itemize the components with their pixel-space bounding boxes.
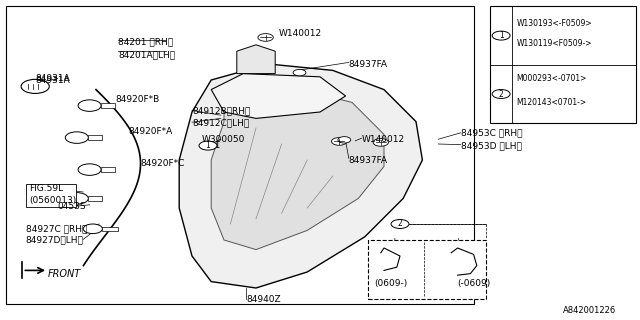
Bar [88, 196, 102, 201]
Text: 84953D 〈LH〉: 84953D 〈LH〉 [461, 141, 522, 150]
Text: 1: 1 [214, 141, 219, 150]
Text: W130193<-F0509>: W130193<-F0509> [516, 20, 592, 28]
Polygon shape [179, 64, 422, 288]
Text: 1: 1 [205, 141, 211, 150]
Text: 84201A〈LH〉: 84201A〈LH〉 [118, 50, 175, 59]
Text: A842001226: A842001226 [563, 306, 616, 315]
Circle shape [199, 141, 217, 150]
Circle shape [373, 139, 388, 146]
Polygon shape [211, 86, 384, 250]
Circle shape [65, 193, 88, 204]
Circle shape [21, 79, 49, 93]
Text: 2: 2 [499, 90, 504, 99]
Circle shape [78, 100, 101, 111]
Text: 84920F*C: 84920F*C [141, 159, 185, 168]
Bar [490, 6, 636, 123]
Circle shape [78, 164, 101, 175]
Text: 84927C 〈RH〉: 84927C 〈RH〉 [26, 224, 87, 233]
Text: 84201 〈RH〉: 84201 〈RH〉 [118, 37, 173, 46]
Bar [6, 6, 474, 304]
Circle shape [258, 34, 273, 41]
Text: M000293<-0701>: M000293<-0701> [516, 74, 587, 83]
Bar [368, 240, 486, 299]
Text: 84937FA: 84937FA [349, 60, 388, 68]
Text: (0560013): (0560013) [29, 196, 76, 204]
Text: 84937FA: 84937FA [349, 156, 388, 164]
Circle shape [391, 220, 409, 228]
Text: 0453S: 0453S [58, 202, 86, 211]
Circle shape [65, 132, 88, 143]
Text: 84920F*B: 84920F*B [115, 95, 159, 104]
Bar [102, 227, 118, 231]
Circle shape [338, 137, 351, 143]
Text: M120143<0701->: M120143<0701-> [516, 98, 587, 107]
Text: 84940Z: 84940Z [246, 295, 281, 304]
Polygon shape [211, 74, 346, 118]
FancyBboxPatch shape [26, 184, 76, 207]
Text: W130119<F0509->: W130119<F0509-> [516, 39, 592, 48]
Text: 84912B〈RH〉: 84912B〈RH〉 [192, 106, 250, 115]
Text: 84927D〈LH〉: 84927D〈LH〉 [26, 236, 83, 244]
Text: 84931A: 84931A [35, 74, 70, 83]
Polygon shape [237, 45, 275, 74]
Text: 2: 2 [397, 220, 403, 228]
Circle shape [293, 69, 306, 76]
Text: (-0609): (-0609) [458, 279, 491, 288]
Circle shape [332, 138, 347, 145]
Bar [101, 167, 115, 172]
Bar [88, 135, 102, 140]
Circle shape [492, 31, 510, 40]
Text: 84953C 〈RH〉: 84953C 〈RH〉 [461, 128, 522, 137]
Text: FRONT: FRONT [48, 268, 81, 279]
Text: FIG.59L: FIG.59L [29, 184, 63, 193]
Text: 84931A: 84931A [35, 76, 70, 84]
Text: W300050: W300050 [202, 135, 245, 144]
Text: 1: 1 [499, 31, 504, 40]
Text: 84912C〈LH〉: 84912C〈LH〉 [192, 119, 249, 128]
Circle shape [492, 90, 510, 99]
Text: 84920F*A: 84920F*A [128, 127, 172, 136]
Bar [101, 103, 115, 108]
Text: (0609-): (0609-) [374, 279, 408, 288]
Text: W140012: W140012 [278, 29, 321, 38]
Circle shape [83, 224, 102, 234]
Text: W140012: W140012 [362, 135, 404, 144]
